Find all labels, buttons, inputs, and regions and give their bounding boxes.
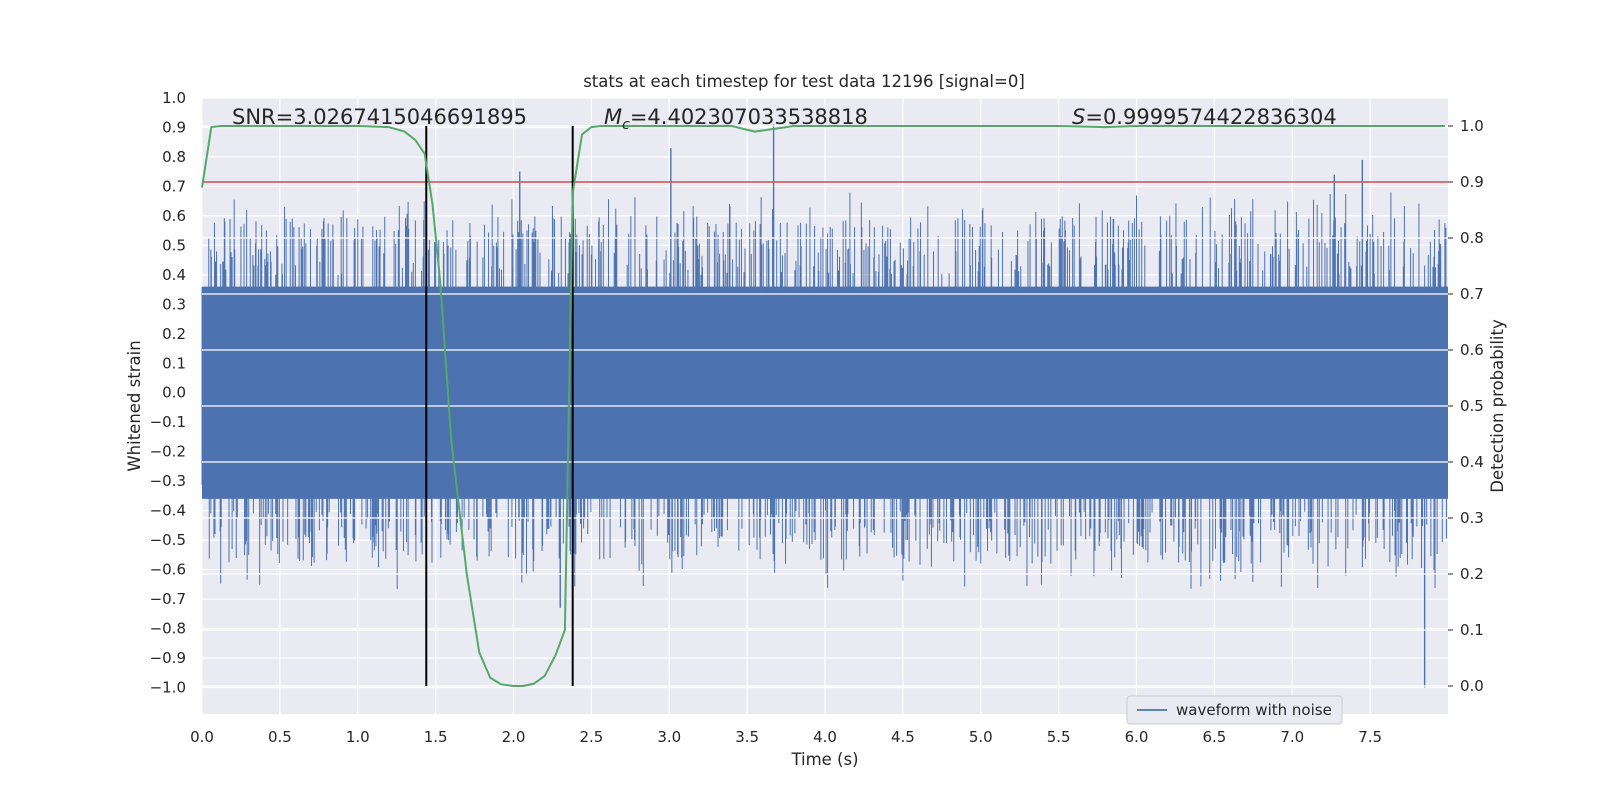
x-tick-label: 7.5 xyxy=(1358,728,1382,746)
x-tick-label: 2.5 xyxy=(579,728,603,746)
y-left-tick-label: 0.0 xyxy=(162,384,186,402)
y-right-tick-label: 0.9 xyxy=(1460,173,1484,191)
waveform-series xyxy=(201,124,1448,688)
y-right-tick-label: 0.7 xyxy=(1460,285,1484,303)
y-left-tick-label: 0.6 xyxy=(162,207,186,225)
annotation-snr: SNR=3.0267415046691895 xyxy=(232,105,527,129)
x-tick-label: 4.0 xyxy=(813,728,837,746)
x-tick-label: 0.0 xyxy=(190,728,214,746)
legend-label-waveform: waveform with noise xyxy=(1176,701,1332,719)
x-tick-label: 0.5 xyxy=(268,728,292,746)
y-right-tick-label: 0.4 xyxy=(1460,453,1484,471)
x-axis-label: Time (s) xyxy=(790,750,858,769)
legend: waveform with noise xyxy=(1126,695,1343,725)
y-right-tick-label: 0.2 xyxy=(1460,565,1484,583)
x-tick-label: 1.5 xyxy=(424,728,448,746)
y-left-tick-label: −0.7 xyxy=(150,590,186,608)
x-tick-label: 2.0 xyxy=(502,728,526,746)
y-left-tick-label: 0.5 xyxy=(162,236,186,254)
y-right-tick-label: 0.5 xyxy=(1460,397,1484,415)
x-tick-label: 1.0 xyxy=(346,728,370,746)
annotation-chirp-mass-symbol: M xyxy=(604,105,622,129)
annotation-chirp-mass-subscript: c xyxy=(622,117,630,133)
chart-title: stats at each timestep for test data 121… xyxy=(583,72,1025,91)
y-left-tick-label: −0.9 xyxy=(150,649,186,667)
x-tick-label: 5.5 xyxy=(1047,728,1071,746)
waveform-line xyxy=(201,192,1448,590)
legend-box xyxy=(1126,695,1343,725)
y-left-tick-label: −0.4 xyxy=(150,502,186,520)
y-right-tick-label: 0.0 xyxy=(1460,677,1484,695)
y-left-tick-label: −0.3 xyxy=(150,472,186,490)
y-left-tick-label: −0.6 xyxy=(150,561,186,579)
y-left-tick-label: 0.4 xyxy=(162,266,186,284)
probability-line xyxy=(201,125,1445,687)
y-left-tick-label: −0.8 xyxy=(150,620,186,638)
annotation-significance: S=0.9999574422836304 xyxy=(1072,105,1337,129)
y-axis-label-right: Detection probability xyxy=(1488,319,1507,493)
y-left-tick-label: −0.5 xyxy=(150,531,186,549)
annotation-chirp-mass: Mc=4.402307033538818 xyxy=(604,105,868,133)
x-tick-label: 3.5 xyxy=(735,728,759,746)
tick-labels: 0.0 0.5 1.0 1.5 2.0 2.5 3.0 3.5 4.0 4.5 5.0 5.5 6.0 6… xyxy=(150,89,1484,746)
x-tick-label: 3.0 xyxy=(657,728,681,746)
y-right-tick-label: 0.1 xyxy=(1460,621,1484,639)
y-right-tick-label: 0.6 xyxy=(1460,341,1484,359)
y-left-tick-label: −0.2 xyxy=(150,443,186,461)
y-left-tick-label: 1.0 xyxy=(162,89,186,107)
y-left-tick-label: 0.3 xyxy=(162,295,186,313)
y-left-tick-label: 0.9 xyxy=(162,118,186,136)
y-left-tick-label: 0.8 xyxy=(162,148,186,166)
x-tick-label: 5.0 xyxy=(969,728,993,746)
y-left-tick-label: 0.7 xyxy=(162,177,186,195)
y-left-tick-label: −1.0 xyxy=(150,678,186,696)
annotation-chirp-mass-value: =4.402307033538818 xyxy=(630,105,868,129)
y-right-tick-label: 0.3 xyxy=(1460,509,1484,527)
y-right-tick-label: 1.0 xyxy=(1460,117,1484,135)
annotation-significance-symbol: S xyxy=(1072,105,1085,129)
x-tick-label: 4.5 xyxy=(891,728,915,746)
annotations: SNR=3.0267415046691895 Mc=4.4023070335388… xyxy=(232,105,1337,133)
annotation-significance-value: =0.9999574422836304 xyxy=(1085,105,1336,129)
x-tick-label: 6.5 xyxy=(1202,728,1226,746)
y-right-tick-label: 0.8 xyxy=(1460,229,1484,247)
x-tick-label: 7.0 xyxy=(1280,728,1304,746)
y-left-tick-label: 0.2 xyxy=(162,325,186,343)
x-tick-label: 6.0 xyxy=(1125,728,1149,746)
y-axis-label-left: Whitened strain xyxy=(125,340,144,471)
y-left-tick-label: −0.1 xyxy=(150,413,186,431)
y-left-tick-label: 0.1 xyxy=(162,354,186,372)
probability-series xyxy=(201,125,1445,687)
